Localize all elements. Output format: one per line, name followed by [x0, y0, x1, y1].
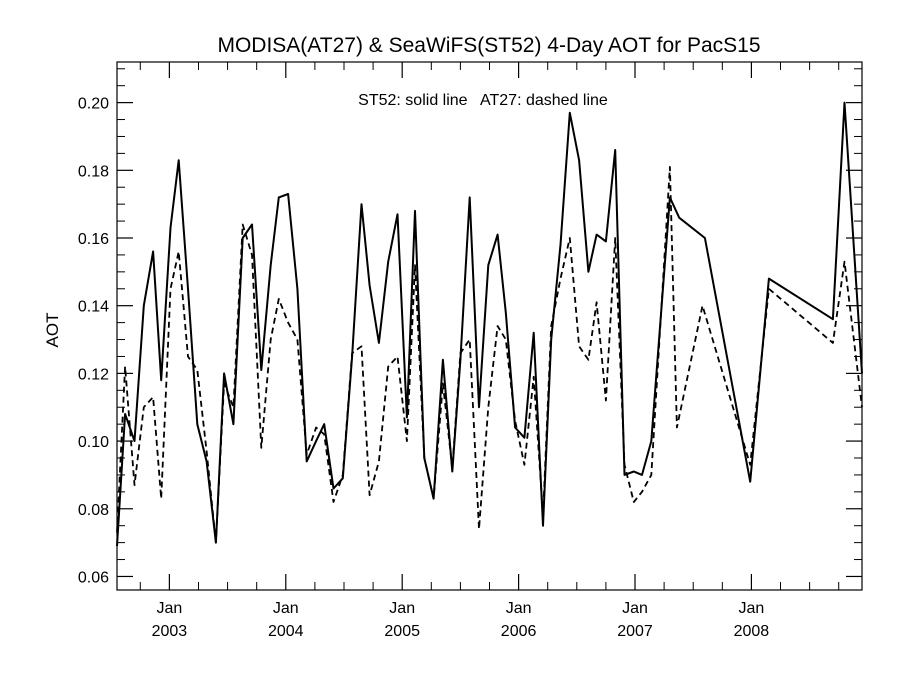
x-tick-year: 2005 — [384, 623, 420, 640]
x-tick-month: Jan — [389, 600, 415, 617]
x-tick-year: 2004 — [268, 623, 304, 640]
y-tick-label: 0.18 — [78, 163, 109, 180]
x-tick-month: Jan — [156, 600, 182, 617]
y-tick-label: 0.08 — [78, 502, 109, 519]
x-tick-month: Jan — [506, 600, 532, 617]
legend-annotation: ST52: solid line AT27: dashed line — [358, 92, 608, 109]
x-tick-year: 2003 — [152, 623, 188, 640]
x-tick-month: Jan — [739, 600, 765, 617]
y-tick-label: 0.20 — [78, 96, 109, 113]
x-tick-year: 2008 — [734, 623, 770, 640]
series-line-at27 — [116, 166, 863, 544]
plot-frame — [116, 61, 863, 591]
y-axis-label: AOT — [43, 313, 62, 348]
x-tick-year: 2006 — [501, 623, 537, 640]
axes: 0.06 0.08 0.10 0.12 0.14 0.16 0.18 0.20 Jan 2003 J… — [78, 62, 862, 640]
series-layer — [116, 101, 863, 547]
series-line-st52 — [116, 101, 863, 547]
x-tick-year: 2007 — [617, 623, 653, 640]
y-tick-label: 0.14 — [78, 299, 109, 316]
y-tick-label: 0.12 — [78, 366, 109, 383]
chart-title: MODISA(AT27) & SeaWiFS(ST52) 4-Day AOT f… — [217, 34, 760, 57]
y-tick-label: 0.10 — [78, 434, 109, 451]
x-tick-month: Jan — [622, 600, 648, 617]
x-tick-month: Jan — [273, 600, 299, 617]
y-tick-label: 0.06 — [78, 569, 109, 586]
y-tick-label: 0.16 — [78, 231, 109, 248]
